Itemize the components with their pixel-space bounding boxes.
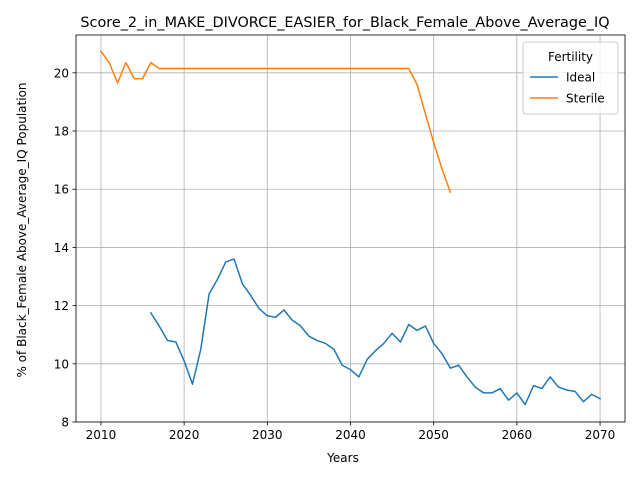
y-tick-label: 16 bbox=[54, 183, 69, 197]
series-group bbox=[99, 49, 602, 406]
y-tick-label: 20 bbox=[54, 66, 69, 80]
y-tick-label: 10 bbox=[54, 357, 69, 371]
y-axis-label: % of Black_Female Above_Average_IQ Popul… bbox=[15, 82, 29, 377]
series-line-sterile bbox=[99, 49, 452, 194]
y-axis-ticks: 8 10 12 14 16 18 20 bbox=[54, 66, 76, 430]
x-tick-label: 2070 bbox=[585, 428, 616, 442]
y-tick-label: 18 bbox=[54, 125, 69, 139]
series-line-ideal bbox=[149, 258, 602, 406]
x-tick-label: 2060 bbox=[502, 428, 533, 442]
legend-box bbox=[522, 41, 619, 115]
legend-title: Fertility bbox=[548, 50, 593, 64]
legend: Fertility Ideal Sterile bbox=[522, 41, 619, 115]
x-tick-label: 2020 bbox=[169, 428, 200, 442]
y-tick-label: 8 bbox=[61, 416, 69, 430]
legend-label-sterile: Sterile bbox=[566, 92, 605, 106]
x-tick-label: 2030 bbox=[252, 428, 283, 442]
x-axis-ticks: 2010 2020 2030 2040 2050 2060 2070 bbox=[86, 422, 616, 442]
y-tick-label: 14 bbox=[54, 241, 69, 255]
x-axis-label: Years bbox=[326, 451, 359, 465]
x-tick-label: 2010 bbox=[86, 428, 117, 442]
chart-title: Score_2_in_MAKE_DIVORCE_EASIER_for_Black… bbox=[80, 15, 609, 31]
legend-label-ideal: Ideal bbox=[566, 71, 595, 85]
y-tick-label: 12 bbox=[54, 299, 69, 313]
x-tick-label: 2040 bbox=[335, 428, 366, 442]
x-tick-label: 2050 bbox=[418, 428, 449, 442]
